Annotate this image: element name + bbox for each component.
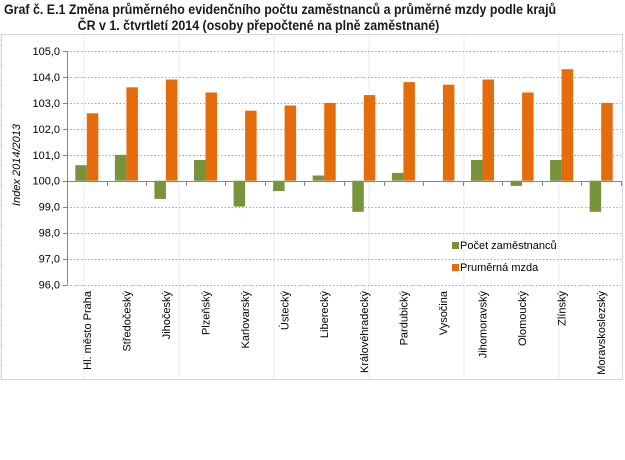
category-label: Jihočeský <box>161 291 173 340</box>
category-label: Vysočina <box>438 290 450 335</box>
chart-title-line1: Graf č. E.1 Změna průměrného evidenčního… <box>4 2 557 17</box>
bar-pocet-zamestnancu-12 <box>550 160 562 181</box>
category-label: Ústecký <box>279 291 292 331</box>
bar-prumerna-mzda-8 <box>403 82 415 181</box>
y-tick-label: 104,0 <box>32 72 60 84</box>
y-tick-labels: 96,0 97,0 98,0 99,0 100,0 101,0 102,0 103,0 104,… <box>32 46 60 292</box>
legend-label-prumerna-mzda: Prumĕrná mzda <box>460 262 539 274</box>
chart-title-line2: ČR v 1. čtvrtletí 2014 (osoby přepočtené… <box>77 18 440 33</box>
gridlines <box>67 51 621 286</box>
bar-pocet-zamestnancu-6 <box>312 175 325 181</box>
bar-pocet-zamestnancu-5 <box>273 180 285 192</box>
chart-area-frame <box>1 34 623 380</box>
bar-prumerna-mzda-12 <box>561 69 574 181</box>
category-label: Královéhradecký <box>359 291 371 373</box>
bar-prumerna-mzda-2 <box>165 79 178 181</box>
category-label: Liberecký <box>319 291 331 339</box>
bar-prumerna-mzda-10 <box>482 79 494 181</box>
y-tick-label: 98,0 <box>39 228 60 240</box>
y-tick-label: 101,0 <box>32 150 60 162</box>
x-tick-labels: Hl. město Praha Středočeský Jihočeský Plzeň… <box>82 290 608 375</box>
legend: Počet zaměstnanců Prumĕrná mzda <box>452 240 557 274</box>
bar-pocet-zamestnancu-3 <box>194 160 206 181</box>
bar-pocet-zamestnancu-11 <box>510 180 523 186</box>
category-label: Karlovarský <box>240 291 252 349</box>
y-tick-label: 99,0 <box>39 202 60 214</box>
legend-swatch-pocet-zamestnancu <box>452 242 459 249</box>
bar-prumerna-mzda-5 <box>284 105 297 181</box>
category-label: Středočeský <box>121 291 133 352</box>
bar-prumerna-mzda-3 <box>205 92 217 181</box>
category-label: Moravskoslezský <box>596 291 608 375</box>
bar-prumerna-mzda-4 <box>245 110 257 181</box>
category-label: Zlínský <box>557 291 569 326</box>
bar-pocet-zamestnancu-8 <box>391 172 404 181</box>
y-tick-label: 103,0 <box>32 98 60 110</box>
legend-swatch-prumerna-mzda <box>452 264 459 271</box>
category-label: Pardubický <box>398 291 410 346</box>
bar-pocet-zamestnancu-4 <box>233 180 246 207</box>
category-label: Hl. město Praha <box>82 290 94 370</box>
category-label: Olomoucký <box>517 291 529 347</box>
y-tick-label: 102,0 <box>32 124 60 136</box>
y-tick-label: 96,0 <box>39 280 60 292</box>
bar-prumerna-mzda-9 <box>442 84 455 181</box>
y-tick-label: 105,0 <box>32 46 60 58</box>
y-axis-label: Index 2014/2013 <box>11 123 23 206</box>
y-tick-label: 97,0 <box>39 254 60 266</box>
bar-pocet-zamestnancu-10 <box>471 160 483 181</box>
bar-prumerna-mzda-6 <box>324 102 336 181</box>
bar-pocet-zamestnancu-1 <box>114 154 127 181</box>
y-tick-label: 100,0 <box>32 176 60 188</box>
bar-prumerna-mzda-13 <box>601 102 613 181</box>
bar-prumerna-mzda-7 <box>363 95 376 181</box>
bars <box>75 69 613 212</box>
bar-pocet-zamestnancu-2 <box>154 180 166 199</box>
category-label: Plzeňský <box>201 291 213 336</box>
axes <box>63 51 622 286</box>
legend-label-pocet-zamestnancu: Počet zaměstnanců <box>460 240 557 252</box>
bar-pocet-zamestnancu-7 <box>352 180 364 212</box>
bar-prumerna-mzda-11 <box>522 92 534 181</box>
bar-pocet-zamestnancu-0 <box>75 165 87 181</box>
bar-pocet-zamestnancu-13 <box>589 180 602 212</box>
bar-prumerna-mzda-1 <box>126 87 138 181</box>
category-label: Jihomoravský <box>478 291 490 359</box>
bar-prumerna-mzda-0 <box>86 113 99 181</box>
chart-title: Graf č. E.1 Změna průměrného evidenčního… <box>4 2 574 34</box>
